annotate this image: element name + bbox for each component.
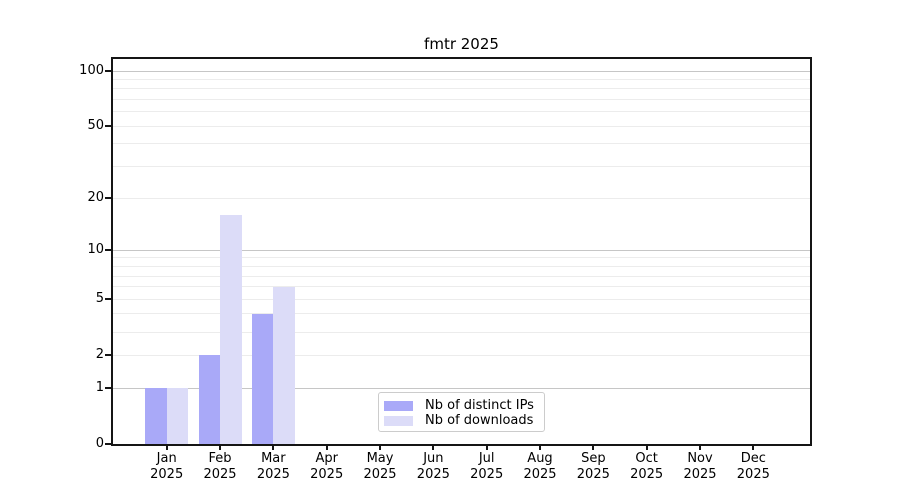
x-tick-month: May — [366, 451, 394, 466]
bar-downloads-mar — [273, 286, 295, 444]
y-tick-2 — [105, 354, 112, 357]
x-tick-label-may: May 2025 — [348, 451, 412, 483]
x-tick-jun — [432, 444, 435, 450]
legend-item-distinct-ips: Nb of distinct IPs — [379, 398, 544, 413]
x-tick-year: 2025 — [310, 467, 344, 482]
major-gridline-100 — [113, 70, 810, 72]
bar-distinct-ips-feb — [198, 355, 221, 444]
x-tick-year: 2025 — [363, 467, 397, 482]
x-tick-year: 2025 — [683, 467, 717, 482]
minor-gridline-6 — [113, 286, 810, 288]
y-tick-label-5: 5 — [95, 291, 104, 307]
minor-gridline-4 — [113, 313, 810, 315]
x-tick-month: Aug — [527, 451, 553, 466]
y-tick-50 — [105, 125, 112, 128]
y-tick-5 — [105, 298, 112, 301]
x-tick-month: Nov — [687, 451, 713, 466]
x-tick-sep — [592, 444, 595, 450]
x-tick-year: 2025 — [416, 467, 450, 482]
y-tick-label-10: 10 — [87, 242, 104, 258]
legend-label-distinct-ips: Nb of distinct IPs — [425, 398, 534, 413]
x-tick-year: 2025 — [470, 467, 504, 482]
x-tick-month: Jun — [423, 451, 444, 466]
y-tick-label-2: 2 — [95, 347, 104, 363]
x-tick-jan — [165, 444, 168, 450]
x-tick-label-dec: Dec 2025 — [721, 451, 785, 483]
minor-gridline-9 — [113, 257, 810, 259]
minor-gridline-20 — [113, 197, 810, 199]
minor-gridline-50 — [113, 125, 810, 127]
minor-gridline-60 — [113, 111, 810, 113]
x-tick-mar — [272, 444, 275, 450]
major-gridline-10 — [113, 249, 810, 251]
x-tick-label-feb: Feb 2025 — [188, 451, 252, 483]
major-gridline-1 — [113, 387, 810, 389]
x-tick-month: Apr — [315, 451, 338, 466]
x-tick-month: Oct — [635, 451, 658, 466]
minor-gridline-2 — [113, 354, 810, 356]
minor-gridline-8 — [113, 265, 810, 267]
y-tick-1 — [105, 387, 112, 389]
minor-gridline-7 — [113, 275, 810, 277]
x-tick-year: 2025 — [630, 467, 664, 482]
x-tick-may — [379, 444, 382, 450]
y-tick-label-20: 20 — [87, 190, 104, 206]
x-tick-aug — [539, 444, 541, 450]
x-tick-feb — [219, 444, 222, 450]
x-tick-apr — [325, 444, 328, 450]
minor-gridline-40 — [113, 143, 810, 145]
x-tick-oct — [645, 444, 648, 450]
plot-area — [113, 59, 810, 444]
x-tick-jul — [485, 444, 488, 450]
x-tick-label-jul: Jul 2025 — [455, 451, 519, 483]
x-tick-label-sep: Sep 2025 — [561, 451, 625, 483]
y-tick-100 — [105, 70, 112, 73]
y-tick-10 — [105, 249, 112, 252]
x-tick-nov — [699, 444, 701, 450]
x-tick-label-apr: Apr 2025 — [295, 451, 359, 483]
x-tick-label-jun: Jun 2025 — [401, 451, 465, 483]
x-tick-label-oct: Oct 2025 — [615, 451, 679, 483]
minor-gridline-70 — [113, 99, 810, 101]
legend-swatch-downloads-icon — [384, 415, 413, 426]
minor-gridline-80 — [113, 88, 810, 90]
x-tick-dec — [752, 444, 755, 450]
x-tick-label-nov: Nov 2025 — [668, 451, 732, 483]
x-tick-month: Jan — [156, 451, 177, 466]
x-tick-label-mar: Mar 2025 — [241, 451, 305, 483]
x-tick-year: 2025 — [256, 467, 290, 482]
x-tick-label-jan: Jan 2025 — [135, 451, 199, 483]
minor-gridline-3 — [113, 331, 810, 333]
y-tick-label-50: 50 — [87, 118, 104, 134]
bar-downloads-feb — [220, 215, 242, 444]
y-tick-20 — [105, 197, 112, 200]
chart-title: fmtr 2025 — [424, 35, 499, 53]
minor-gridline-30 — [113, 166, 810, 168]
legend-label-downloads: Nb of downloads — [425, 413, 534, 428]
bar-distinct-ips-mar — [251, 313, 274, 444]
legend-item-downloads: Nb of downloads — [379, 413, 544, 428]
x-tick-year: 2025 — [203, 467, 237, 482]
minor-gridline-90 — [113, 79, 810, 81]
x-tick-year: 2025 — [150, 467, 184, 482]
y-tick-label-1: 1 — [95, 380, 104, 395]
x-tick-year: 2025 — [736, 467, 770, 482]
bar-downloads-jan — [166, 388, 189, 444]
x-tick-month: Sep — [581, 451, 606, 466]
x-tick-month: Dec — [740, 451, 766, 466]
minor-gridline-5 — [113, 298, 810, 300]
x-tick-year: 2025 — [576, 467, 610, 482]
x-tick-year: 2025 — [523, 467, 557, 482]
bar-distinct-ips-jan — [145, 388, 167, 444]
x-tick-month: Feb — [208, 451, 232, 466]
legend-swatch-distinct-ips-icon — [384, 400, 413, 411]
y-tick-0 — [105, 443, 112, 445]
y-tick-label-100: 100 — [79, 63, 104, 79]
y-tick-label-0: 0 — [95, 436, 104, 451]
x-tick-month: Mar — [261, 451, 286, 466]
legend: Nb of distinct IPs Nb of downloads — [378, 392, 545, 432]
x-tick-label-aug: Aug 2025 — [508, 451, 572, 483]
x-tick-month: Jul — [478, 451, 495, 466]
